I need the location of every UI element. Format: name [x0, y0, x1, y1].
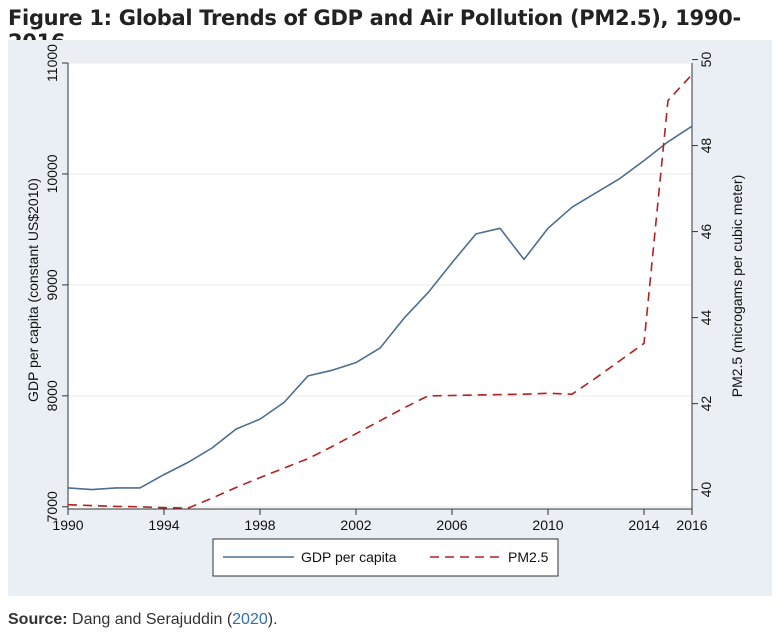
chart-svg: 7000 8000 9000 10000 11000 40 42 44 46 48 50 1990 19…: [8, 40, 772, 596]
series-lines: [67, 74, 693, 509]
y2-tick-label: 42: [698, 396, 714, 412]
x-tick-label: 2014: [628, 517, 659, 533]
source-label: Source:: [8, 611, 68, 628]
chart-panel: 7000 8000 9000 10000 11000 40 42 44 46 48 50 1990 19…: [8, 40, 772, 596]
y2-tick-label: 44: [698, 310, 714, 326]
x-tick-label: 2010: [532, 517, 563, 533]
x-tick-label: 1998: [244, 517, 275, 533]
source-text-end: ).: [267, 611, 278, 628]
source-citation-link[interactable]: 2020: [232, 611, 268, 628]
y2-axis-label: PM2.5 (microgams per cubic meter): [729, 175, 745, 398]
plot-area: [68, 63, 692, 509]
y-tick-label: 10000: [44, 154, 60, 193]
gridlines: [68, 62, 692, 508]
legend: GDP per capita PM2.5: [212, 538, 559, 577]
y2-tick-label: 40: [698, 482, 714, 498]
y2-tick-label: 46: [698, 224, 714, 240]
y2-tick-label: 48: [698, 138, 714, 154]
y-tick-label: 9000: [44, 269, 60, 300]
pm25-line: [67, 74, 693, 509]
source-note: Source: Dang and Serajuddin (2020).: [8, 611, 278, 629]
y-axis-label: GDP per capita (constant US$2010): [25, 178, 41, 402]
x-tick-label: 1990: [52, 517, 83, 533]
legend-label-pm25: PM2.5: [508, 549, 549, 565]
legend-label-gdp: GDP per capita: [301, 549, 397, 565]
y-tick-label: 7000: [44, 491, 60, 522]
y-tick-label: 11000: [44, 44, 60, 82]
x-tick-label: 2006: [436, 517, 467, 533]
x-tick-label: 1994: [148, 517, 179, 533]
axes: 7000 8000 9000 10000 11000 40 42 44 46 48 50 1990 19…: [44, 44, 714, 533]
x-tick-label: 2002: [340, 517, 371, 533]
gdp-per-capita-line: [67, 125, 693, 491]
source-text: Dang and Serajuddin (: [72, 611, 233, 628]
x-tick-label: 2016: [676, 517, 707, 533]
y2-tick-label: 50: [698, 52, 714, 68]
y-tick-label: 8000: [44, 380, 60, 411]
